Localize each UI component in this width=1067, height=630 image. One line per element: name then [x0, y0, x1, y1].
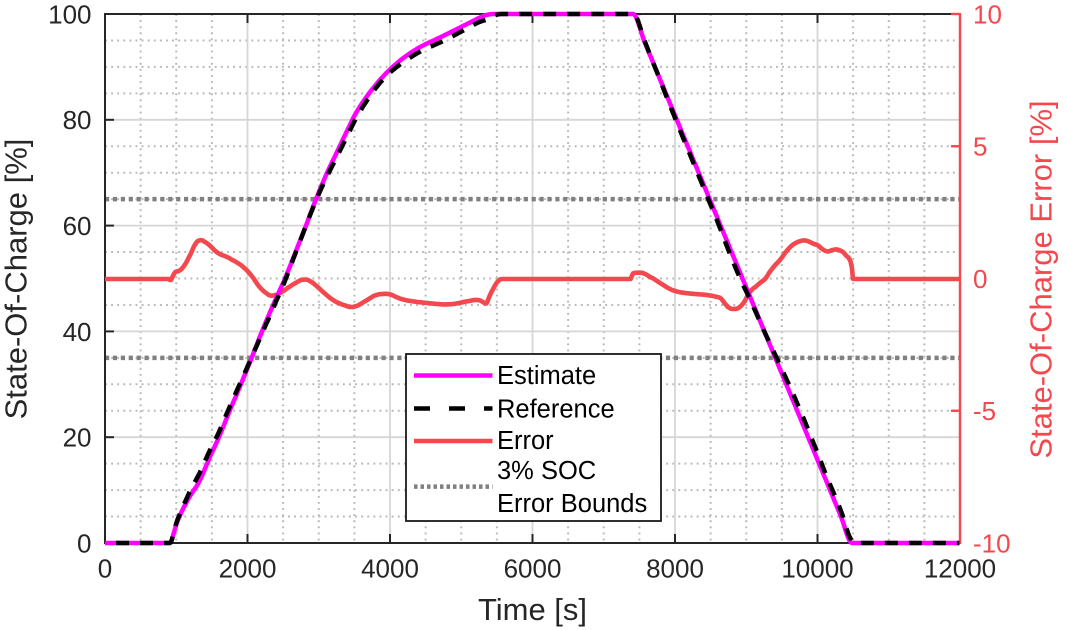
svg-text:0: 0 — [98, 554, 112, 584]
svg-text:Time [s]: Time [s] — [478, 592, 587, 627]
svg-text:3% SOC: 3% SOC — [497, 457, 596, 485]
svg-text:10000: 10000 — [781, 554, 853, 584]
svg-text:Error: Error — [497, 427, 554, 455]
svg-text:Reference: Reference — [497, 396, 615, 424]
svg-text:0: 0 — [77, 528, 91, 558]
svg-text:12000: 12000 — [924, 554, 996, 584]
svg-text:100: 100 — [48, 0, 91, 29]
svg-text:Estimate: Estimate — [497, 362, 596, 390]
svg-text:Error Bounds: Error Bounds — [497, 490, 647, 518]
svg-text:8000: 8000 — [646, 554, 704, 584]
svg-text:State-Of-Charge Error [%]: State-Of-Charge Error [%] — [1024, 100, 1059, 458]
svg-text:-5: -5 — [973, 396, 996, 426]
svg-text:5: 5 — [973, 132, 987, 162]
svg-text:0: 0 — [973, 264, 987, 294]
svg-text:40: 40 — [63, 317, 92, 347]
svg-text:2000: 2000 — [219, 554, 277, 584]
svg-text:60: 60 — [63, 211, 92, 241]
svg-text:80: 80 — [63, 105, 92, 135]
svg-text:State-Of-Charge [%]: State-Of-Charge [%] — [0, 139, 34, 420]
svg-text:4000: 4000 — [361, 554, 419, 584]
svg-text:10: 10 — [973, 0, 1002, 29]
svg-text:20: 20 — [63, 423, 92, 453]
svg-text:6000: 6000 — [504, 554, 562, 584]
svg-text:-10: -10 — [973, 528, 1011, 558]
